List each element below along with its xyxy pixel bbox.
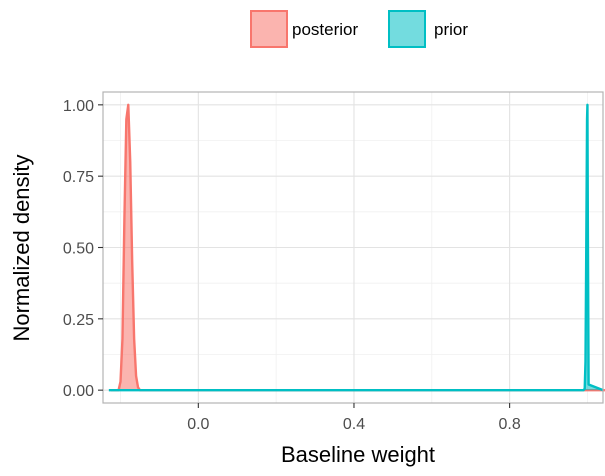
y-tick-label: 1.00 [63, 98, 94, 115]
legend-key-prior [388, 10, 426, 48]
legend-label-posterior: posterior [292, 20, 358, 39]
y-tick-label: 0.50 [63, 241, 94, 258]
y-tick-label: 0.00 [63, 383, 94, 400]
legend: posterior prior [250, 10, 468, 48]
density-line-posterior [110, 103, 605, 392]
y-tick-label: 0.75 [63, 169, 94, 186]
x-tick-label: 0.4 [343, 416, 365, 433]
y-axis-title: Normalized density [9, 154, 34, 341]
x-axis-title: Baseline weight [281, 442, 435, 467]
legend-key-posterior [250, 10, 288, 48]
axis-ticks: 0.00 0.25 0.50 0.75 1.00 0.0 0.4 0.8 [63, 98, 521, 433]
grid-lines [103, 92, 603, 403]
density-series [108, 103, 605, 392]
x-tick-label: 0.0 [187, 416, 209, 433]
density-line-prior [108, 103, 604, 392]
x-tick-label: 0.8 [498, 416, 520, 433]
y-tick-label: 0.25 [63, 312, 94, 329]
legend-label-prior: prior [434, 20, 468, 39]
